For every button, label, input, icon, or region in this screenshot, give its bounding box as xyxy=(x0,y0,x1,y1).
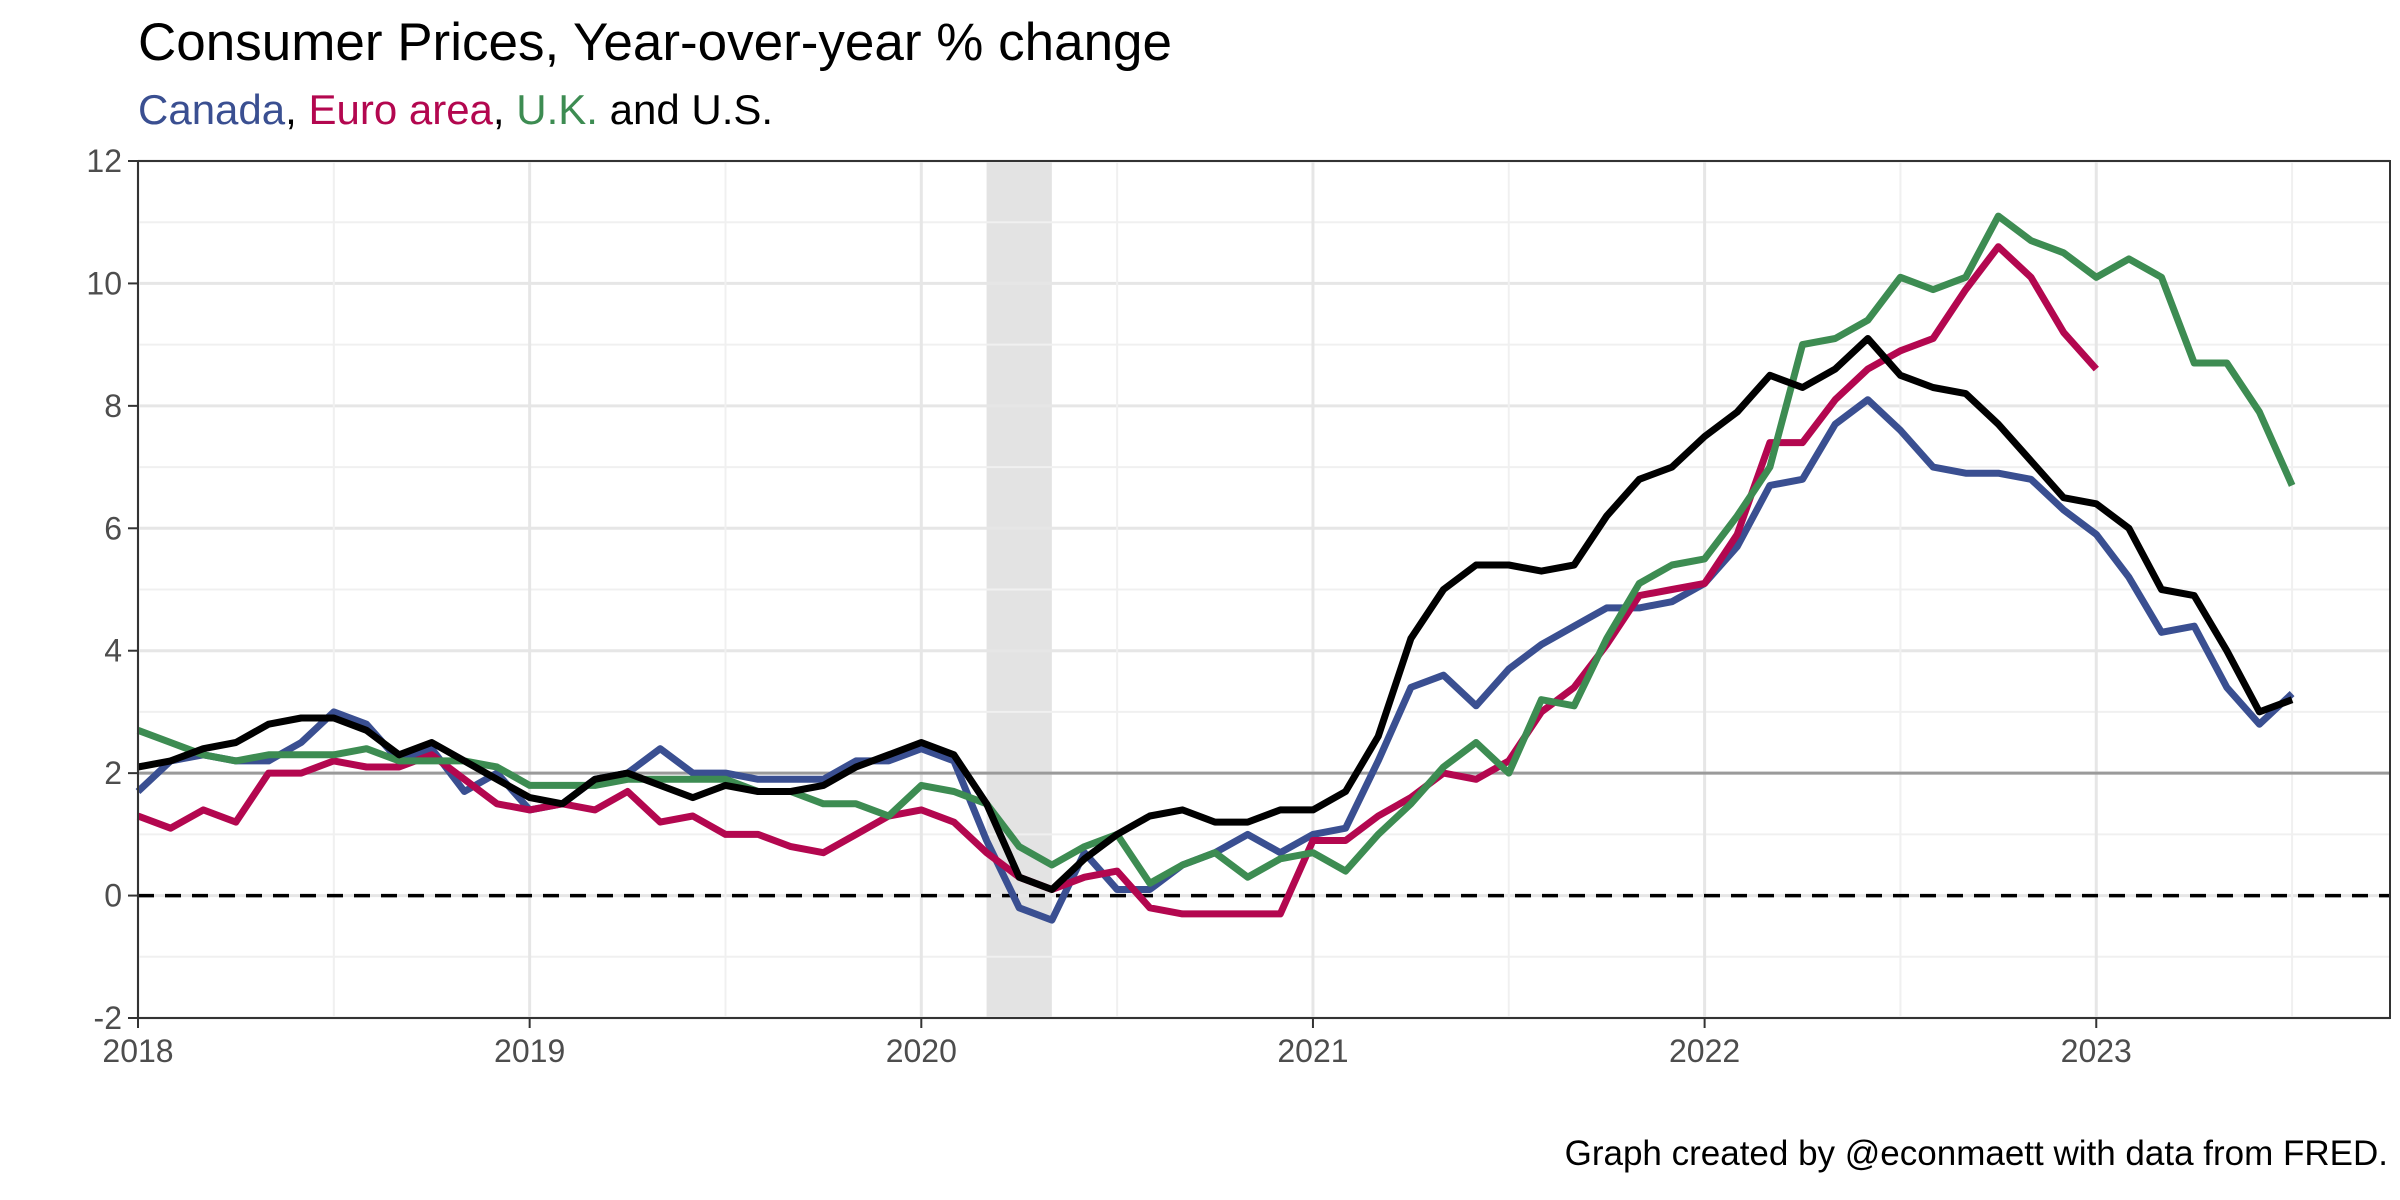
y-tick-label: -2 xyxy=(94,1000,122,1036)
series-lines xyxy=(135,212,2296,924)
y-tick-label: 2 xyxy=(104,755,122,791)
subtitle-part-2: Euro area xyxy=(308,86,493,133)
subtitle-part-3: , xyxy=(492,86,517,133)
y-tick-label: 4 xyxy=(104,633,122,669)
subtitle-part-0: Canada xyxy=(138,86,286,133)
y-tick-label: 12 xyxy=(86,143,122,179)
x-tick-label: 2018 xyxy=(102,1033,173,1069)
series-line-euro-area xyxy=(136,243,2099,918)
y-tick-label: 6 xyxy=(104,510,122,546)
axis-labels: -2 0 2 4 6 8 10 12 2018 2019 2020 2021 2022 2023 xyxy=(86,143,2131,1069)
chart-subtitle-legend: Canada, Euro area, U.K. and U.S. xyxy=(138,86,773,134)
subtitle-part-1: , xyxy=(285,86,309,133)
series-line-u-s xyxy=(137,335,2294,893)
y-tick-label: 0 xyxy=(104,878,122,914)
y-tick-label: 8 xyxy=(104,388,122,424)
x-tick-label: 2021 xyxy=(1277,1033,1348,1069)
x-tick-label: 2022 xyxy=(1669,1033,1740,1069)
chart-caption: Graph created by @econmaett with data fr… xyxy=(1564,1134,2388,1173)
chart-title: Consumer Prices, Year-over-year % change xyxy=(138,13,1172,72)
plot-border xyxy=(137,160,2391,1019)
subtitle-part-4: U.K. xyxy=(516,86,598,133)
subtitle-part-5: and U.S. xyxy=(597,86,774,133)
y-tick-label: 10 xyxy=(86,265,122,301)
x-tick-label: 2023 xyxy=(2061,1033,2132,1069)
series-line-u-k xyxy=(136,212,2296,887)
x-tick-label: 2019 xyxy=(494,1033,565,1069)
x-tick-label: 2020 xyxy=(886,1033,957,1069)
